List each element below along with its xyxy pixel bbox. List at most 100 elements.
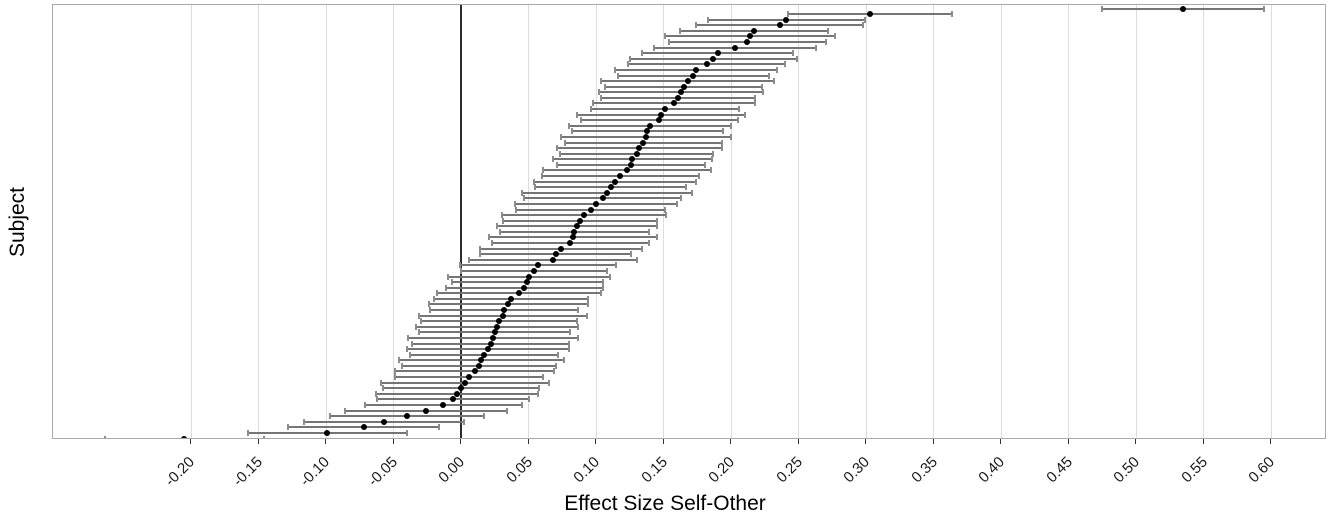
error-bar-cap-right	[680, 195, 683, 202]
error-bar-cap-left	[446, 273, 449, 280]
point-estimate	[324, 429, 331, 436]
point-estimate	[501, 307, 508, 314]
error-bar-cap-left	[500, 212, 503, 219]
x-tick	[1067, 439, 1069, 444]
point-estimate	[671, 100, 678, 107]
point-estimate	[587, 206, 594, 213]
error-bar-cap-right	[577, 307, 580, 314]
error-bar-cap-right	[1263, 5, 1266, 12]
error-bar-cap-right	[586, 295, 589, 302]
error-bar-cap-left	[542, 167, 545, 174]
error-bar-cap-left	[707, 16, 710, 23]
error-bar-cap-left	[397, 357, 400, 364]
error-bar-cap-right	[262, 435, 265, 438]
error-bar-cap-left	[103, 435, 106, 438]
x-tick	[730, 439, 731, 444]
error-bar-cap-left	[496, 223, 499, 230]
error-bar-cap-right	[601, 284, 604, 291]
point-estimate	[746, 33, 753, 40]
point-estimate	[471, 368, 478, 375]
error-bar-cap-left	[501, 217, 504, 224]
x-tick	[460, 439, 461, 444]
error-bar-cap-left	[541, 173, 543, 180]
gridline	[1203, 5, 1204, 438]
error-bar-cap-right	[601, 279, 604, 286]
error-bar-cap-right	[709, 167, 712, 174]
error-bar-cap-left	[694, 22, 697, 29]
error-bar-cap-left	[380, 379, 383, 386]
error-bar-cap-left	[445, 284, 448, 291]
error-bar-cap-right	[542, 374, 545, 381]
error-bar-cap-right	[536, 390, 539, 397]
error-bar-cap-left	[628, 55, 631, 62]
point-estimate	[607, 184, 614, 191]
error-bar-cap-right	[527, 396, 530, 403]
error-bar-cap-right	[730, 133, 732, 140]
point-estimate	[491, 329, 498, 336]
gridline	[933, 5, 934, 438]
error-bar-cap-left	[551, 156, 554, 163]
error-bar-cap-left	[418, 312, 421, 319]
error-bar-cap-right	[655, 234, 658, 241]
error-bar-cap-left	[604, 83, 607, 90]
point-estimate	[404, 413, 410, 420]
error-bar-cap-left	[364, 401, 367, 408]
error-bar-cap-right	[547, 379, 550, 386]
error-bar-cap-left	[303, 418, 306, 425]
error-bar-cap-left	[613, 66, 616, 73]
error-bar-cap-right	[690, 189, 693, 196]
error-bar-cap-right	[754, 94, 757, 101]
error-bar-cap-left	[393, 374, 396, 381]
error-bar-cap-right	[406, 429, 408, 436]
point-estimate	[576, 217, 583, 224]
error-bar-cap-left	[381, 385, 384, 392]
point-estimate	[458, 385, 464, 392]
point-estimate	[703, 61, 710, 68]
error-bar-cap-left	[418, 329, 421, 336]
plot-panel	[52, 4, 1326, 439]
point-estimate	[499, 312, 506, 319]
point-estimate	[580, 212, 587, 219]
error-bar-cap-right	[569, 329, 572, 336]
error-bar-cap-left	[520, 189, 523, 196]
point-estimate	[494, 323, 501, 330]
error-bar-cap-left	[428, 307, 431, 314]
point-estimate	[507, 295, 514, 302]
point-estimate	[181, 435, 188, 438]
error-bar-cap-left	[407, 334, 410, 341]
error-bar-cap-left	[406, 346, 408, 353]
error-bar-cap-right	[784, 61, 786, 68]
point-estimate	[530, 267, 537, 274]
error-bar-cap-left	[653, 44, 656, 51]
point-estimate	[750, 27, 757, 34]
point-estimate	[574, 223, 581, 230]
error-bar-cap-left	[499, 228, 502, 235]
error-bar-cap-left	[570, 128, 573, 135]
error-bar-cap-right	[792, 50, 795, 57]
x-tick	[1202, 439, 1204, 444]
error-bar-cap-left	[343, 407, 346, 414]
error-bar-cap-left	[515, 206, 518, 213]
error-bar-cap-left	[555, 145, 558, 152]
point-estimate	[633, 150, 640, 157]
x-axis-title: Effect Size Self-Other	[564, 492, 766, 515]
error-bar-cap-left	[488, 234, 491, 241]
point-estimate	[599, 195, 606, 202]
point-estimate	[567, 240, 574, 247]
error-bar-cap-left	[400, 362, 403, 369]
error-bar-cap-left	[559, 133, 562, 140]
point-estimate	[480, 351, 487, 358]
point-estimate	[629, 156, 636, 163]
point-estimate	[732, 44, 739, 51]
x-tick	[257, 439, 259, 444]
error-bar-cap-right	[665, 212, 668, 219]
error-bar-cap-left	[408, 351, 411, 358]
gridline	[190, 5, 192, 438]
point-estimate	[611, 178, 618, 185]
error-bar-cap-right	[720, 145, 723, 152]
point-estimate	[516, 290, 523, 297]
error-bar-cap-left	[491, 240, 494, 247]
point-estimate	[381, 418, 388, 425]
error-bar-cap-left	[589, 106, 592, 113]
error-bar-cap-right	[720, 139, 723, 146]
